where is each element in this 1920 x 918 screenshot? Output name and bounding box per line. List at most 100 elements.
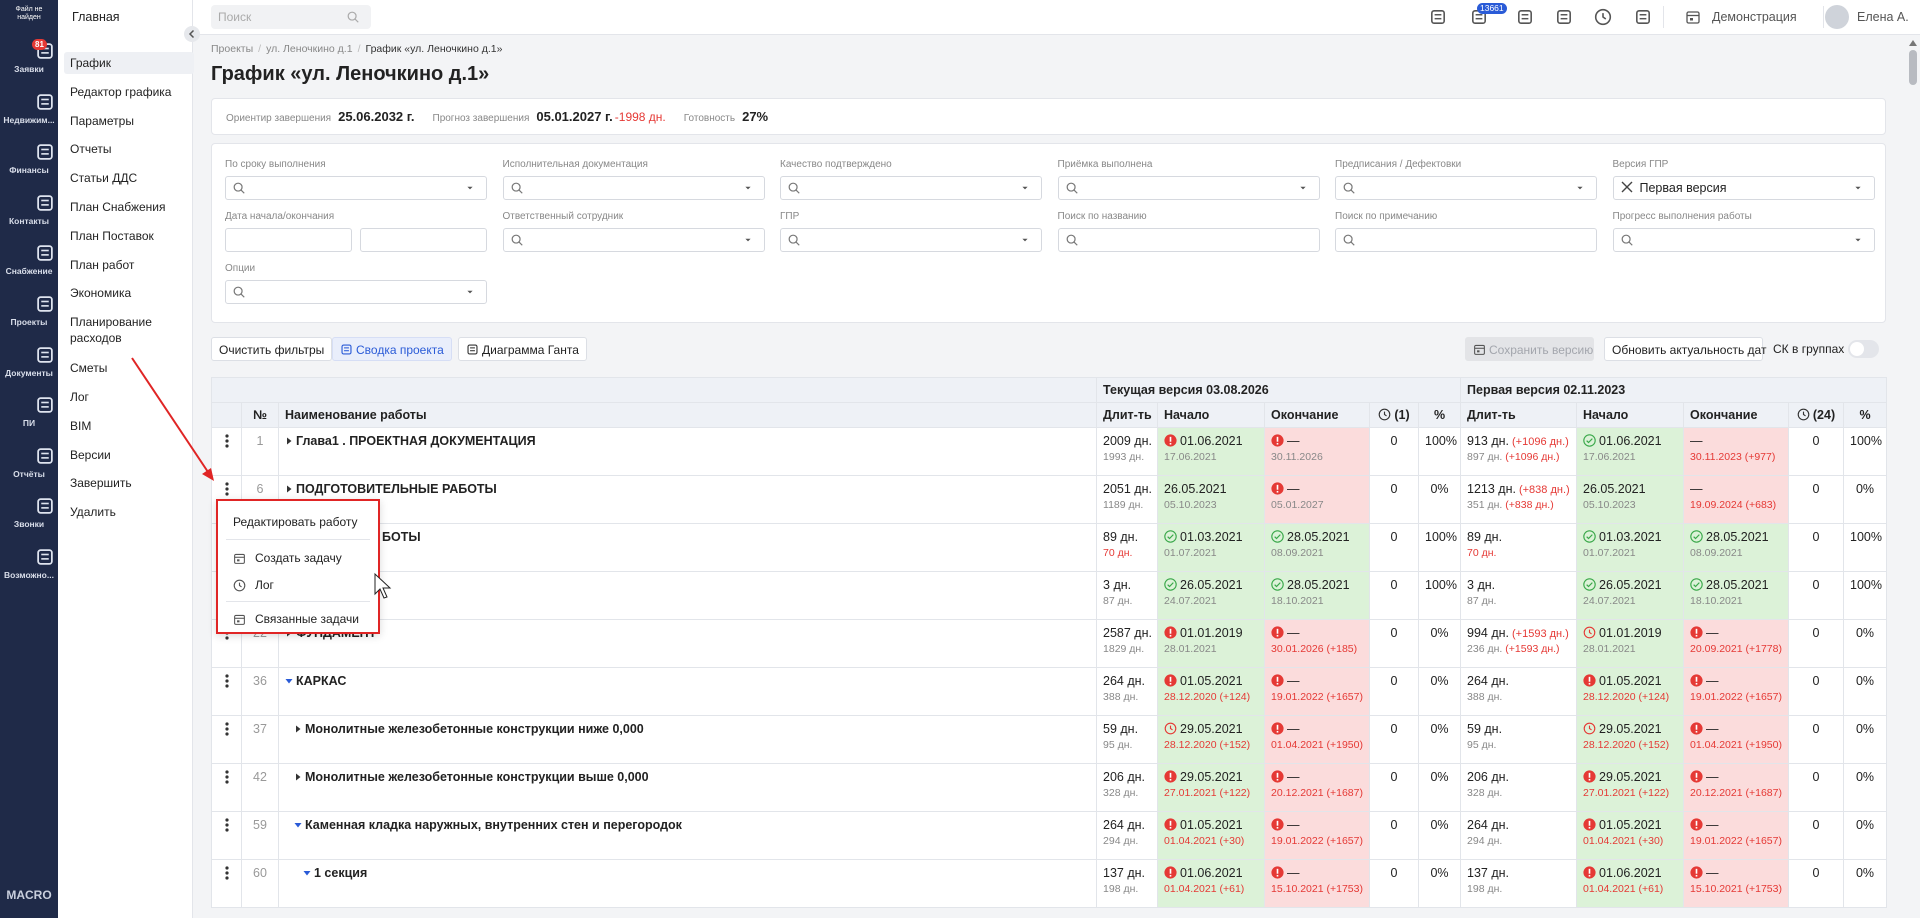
icon-shape [1169,436,1172,442]
toggle[interactable] [1848,340,1879,358]
top-icon[interactable] [1555,8,1576,27]
user-name[interactable]: Елена А. [1857,10,1909,24]
date-input[interactable] [360,228,487,252]
menu-item[interactable]: Планирование расходов [70,315,152,346]
filter-input[interactable] [780,228,1042,252]
row-name [277,571,1098,620]
top-icon[interactable] [1594,8,1615,27]
context-menu-item[interactable]: Лог [233,578,274,592]
cell-main: 28.05.2021 [1271,530,1363,544]
menu-item[interactable]: Параметры [70,113,134,128]
menu-item[interactable]: План работ [70,257,135,272]
row-actions[interactable] [211,715,242,764]
column-title: Окончание [1264,402,1371,428]
sidebar-item[interactable]: Возможно... [0,547,58,580]
sidebar-item[interactable]: Документы [0,345,58,378]
filter-input[interactable] [780,176,1042,200]
icon-shape [224,823,229,827]
cell-sub: 20.09.2021 (+1778) [1690,643,1782,655]
menu-item[interactable]: Лог [70,390,89,404]
breadcrumb[interactable]: Проекты [211,43,254,55]
mode-label[interactable]: Демонстрация [1712,10,1797,24]
filter-input[interactable] [1335,228,1597,252]
cell-text: 01.05.2021 [1180,818,1243,832]
sidebar-item[interactable]: ПИ [0,395,58,428]
menu-item[interactable]: Удалить [70,505,116,520]
date-input[interactable] [225,228,352,252]
cell [211,402,242,428]
icon-shape [467,186,473,190]
sidebar-item[interactable]: Отчёты [0,446,58,479]
menu-item[interactable]: Версии [70,447,111,462]
top-icon[interactable] [1429,8,1450,27]
top-icon[interactable] [1516,8,1537,27]
data-cell: 0 [1369,523,1420,572]
cell-text: 913 дн. [1467,434,1510,448]
row-actions[interactable] [211,763,242,812]
summary-label: Прогноз завершения [432,113,530,124]
sidebar-item[interactable]: Снабжение [0,243,58,276]
sub-text: 30.11.2023 (+977) [1690,451,1776,463]
icon-ok [1583,434,1596,447]
table-row: 36 КАРКАС 264 дн. 388 дн. 01.05.2021 28.12.20… [211,667,1888,716]
menu-item[interactable]: План Снабжения [70,200,166,214]
sidebar-item[interactable]: Финансы [0,142,58,175]
search-box[interactable]: Поиск [211,5,371,29]
cell-sub: 30.01.2026 (+185) [1271,643,1363,655]
sub-text: 01.07.2021 [1583,547,1636,559]
filter-input[interactable] [1057,176,1320,200]
row-actions[interactable] [211,475,242,524]
context-menu-item[interactable]: Связанные задачи [233,612,359,626]
filter-input[interactable] [1612,228,1875,252]
menu-item[interactable]: Завершить [70,476,132,491]
summary-delta: -1998 дн. [614,110,666,124]
context-menu-item[interactable]: Редактировать работу [233,515,358,529]
filter-input[interactable]: Первая версия [1612,176,1875,200]
icon-ok [1690,578,1703,591]
context-menu-item[interactable]: Создать задачу [233,551,342,565]
menu-item[interactable]: График [64,52,194,74]
filter-input[interactable] [502,176,765,200]
row-actions[interactable] [211,427,242,476]
icon-shape [1169,874,1172,877]
menu-item[interactable]: Статьи ДДС [70,171,138,186]
row-actions[interactable] [211,859,242,908]
row-actions[interactable] [211,811,242,860]
filter-input[interactable] [502,228,765,252]
row-actions[interactable] [211,523,242,572]
cell-sub: 24.07.2021 [1164,595,1258,607]
toolbar-button[interactable]: Очистить фильтры [211,337,333,361]
cell-main: 0 [1376,770,1412,784]
sidebar-item[interactable]: Контакты [0,193,58,226]
sidebar-item[interactable]: Недвижим... [0,92,58,125]
cell-main: 264 дн. [1103,674,1151,688]
menu-item[interactable]: Экономика [70,286,132,301]
toolbar-button[interactable]: Сводка проекта [332,337,452,361]
filter-input[interactable] [225,176,487,200]
icon-shape [1169,725,1173,731]
collapse-button[interactable] [184,26,200,42]
menu-item[interactable]: BIM [70,418,92,433]
menu-item[interactable]: Сметы [70,361,108,376]
icon-shape [1276,682,1279,685]
sub-text: 15.10.2021 (+1753) [1271,883,1363,895]
icon-search [511,182,523,194]
row-actions[interactable] [211,571,242,620]
sidebar-item[interactable]: Проекты [0,294,58,327]
row-actions[interactable] [211,619,242,668]
breadcrumb[interactable]: ул. Леночкино д.1 [266,43,353,55]
toolbar-button[interactable]: Обновить актуальность дат [1604,337,1766,361]
sidebar-item[interactable]: Заявки 81 [0,39,58,74]
toolbar-button[interactable]: Диаграмма Ганта [458,337,587,361]
filter-input[interactable] [225,280,487,304]
row-actions[interactable] [211,667,242,716]
menu-item[interactable]: Отчеты [70,142,112,157]
menu-item[interactable]: Редактор графика [70,84,172,99]
toolbar-button[interactable]: Сохранить версию [1465,337,1594,361]
filter-input[interactable] [1057,228,1320,252]
filter-input[interactable] [1335,176,1597,200]
menu-item[interactable]: План Поставок [70,228,154,243]
top-icon[interactable] [1634,8,1655,27]
sidebar-item[interactable]: Звонки [0,496,58,529]
sub-text: 24.07.2021 [1164,595,1217,607]
